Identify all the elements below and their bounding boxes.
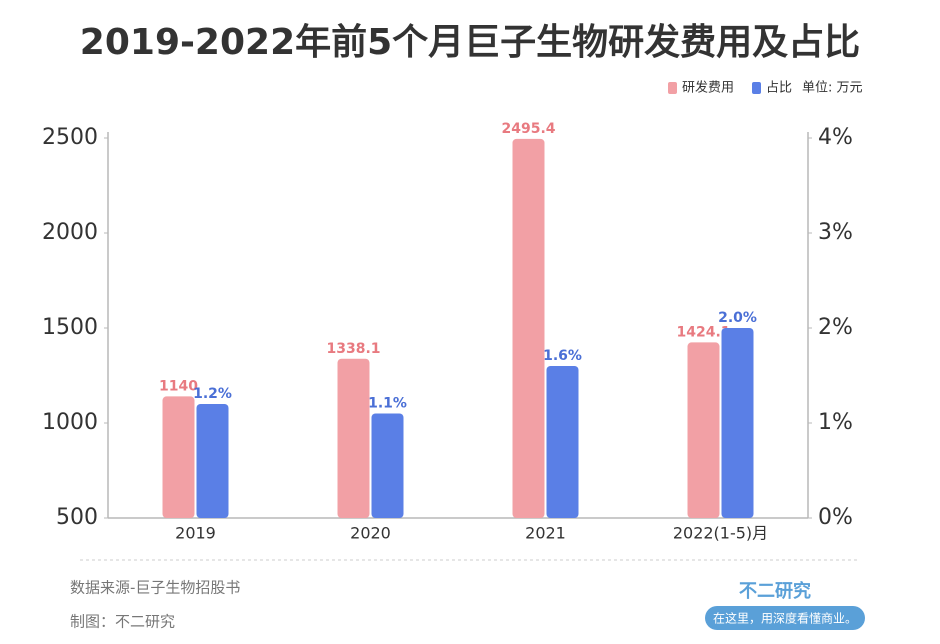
y-tick-label: 2000 — [42, 220, 98, 245]
legend-label: 占比 — [766, 81, 792, 96]
x-tick-label: 2022(1-5)月 — [673, 524, 768, 543]
y2-tick-label: 1% — [818, 410, 853, 435]
x-tick-label: 2021 — [525, 524, 566, 543]
bar — [687, 342, 720, 518]
x-tick-label: 2020 — [350, 524, 391, 543]
legend-swatch — [668, 82, 677, 94]
y2-tick-label: 4% — [818, 125, 853, 150]
y2-tick-label: 3% — [818, 220, 853, 245]
bar — [371, 413, 404, 518]
y2-tick-label: 0% — [818, 505, 853, 530]
bar — [546, 366, 579, 518]
y2-tick-label: 2% — [818, 315, 853, 340]
bar — [721, 328, 754, 518]
credit-note: 制图：不二研究 — [70, 613, 175, 631]
bar — [512, 138, 545, 518]
x-tick-label: 2019 — [175, 524, 216, 543]
bar — [337, 358, 370, 518]
y-tick-label: 1500 — [42, 315, 98, 340]
slogan: 在这里，用深度看懂商业。 — [713, 611, 857, 626]
bar — [162, 396, 195, 518]
legend-label: 研发费用 — [682, 80, 734, 96]
data-label: 1424.1 — [676, 324, 730, 340]
y-tick-label: 500 — [56, 505, 98, 530]
data-label: 1.1% — [368, 396, 407, 412]
unit-label: 单位: 万元 — [802, 81, 863, 96]
chart-title: 2019-2022年前5个月巨子生物研发费用及占比 — [80, 22, 860, 63]
bar — [196, 404, 229, 518]
brand: 不二研究 — [739, 580, 811, 602]
data-label: 1.6% — [543, 348, 582, 364]
legend-swatch — [752, 82, 761, 94]
data-label: 1.2% — [193, 386, 232, 402]
data-label: 1338.1 — [326, 341, 380, 357]
slogan-bubble — [705, 606, 865, 630]
data-label: 2.0% — [718, 310, 757, 326]
y-tick-label: 1000 — [42, 410, 98, 435]
data-label: 2495.4 — [501, 121, 555, 137]
data-label: 1140 — [159, 378, 198, 394]
source-note: 数据来源-巨子生物招股书 — [70, 579, 240, 597]
y-tick-label: 2500 — [42, 125, 98, 150]
